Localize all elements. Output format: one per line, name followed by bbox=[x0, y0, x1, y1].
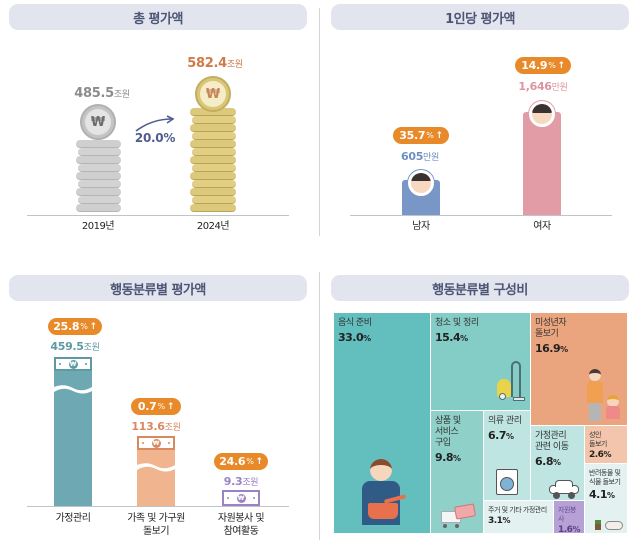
panel-title: 1인당 평가액 bbox=[331, 4, 629, 30]
axis-label-volunteer: 자원봉사 및 참여활동 bbox=[217, 513, 265, 537]
washing-machine-icon bbox=[496, 469, 518, 495]
treemap-cell-adult-care: 성인 돌보기 2.6% bbox=[585, 426, 628, 464]
treemap-cell-childcare: 미성년자 돌보기 16.9% bbox=[531, 313, 628, 426]
won-coin-icon: ₩ bbox=[80, 104, 116, 140]
axis-label-family-care: 가족 및 가구원 돌보기 bbox=[127, 513, 185, 537]
panel-divider bbox=[319, 272, 320, 540]
treemap-cell-volunteer: 자원봉사 1.6% bbox=[554, 501, 585, 534]
money-bill-icon: ₩ bbox=[54, 357, 92, 371]
growth-rate: 20.0% bbox=[134, 131, 176, 145]
treemap-cell-clothing: 의류 관리 6.7% bbox=[484, 411, 531, 501]
value-label-female: 1,646만원 bbox=[518, 80, 568, 93]
value-label-2019: 485.5조원 bbox=[74, 86, 130, 101]
axis-label-2024: 2024년 bbox=[196, 221, 230, 232]
cooking-person-icon bbox=[354, 459, 410, 529]
change-badge-female: 14.9% ↑ bbox=[515, 57, 571, 74]
treemap-cell-pet-plant-care: 반려동물 및 식물 돌보기 4.1% bbox=[585, 464, 628, 534]
treemap-cell-household-travel: 가정관리 관련 이동 6.8% bbox=[531, 426, 585, 501]
money-bill-icon: ₩ bbox=[222, 490, 260, 506]
axis-label-2019: 2019년 bbox=[81, 221, 115, 232]
break-wave bbox=[137, 463, 175, 472]
treemap-cell-cleaning: 청소 및 정리 15.4% bbox=[431, 313, 531, 411]
won-coin-icon: ₩ bbox=[195, 76, 231, 112]
treemap-cell-shopping: 상품 및 서비스 구입 9.8% bbox=[431, 411, 484, 534]
baseline bbox=[27, 215, 289, 216]
axis-label-male: 남자 bbox=[412, 221, 430, 232]
parent-child-icon bbox=[585, 369, 625, 425]
baseline bbox=[27, 506, 289, 507]
value-label-family-care: 113.6조원 bbox=[131, 420, 181, 433]
panel-title: 행동분류별 구성비 bbox=[331, 275, 629, 301]
panel-title: 총 평가액 bbox=[9, 4, 307, 30]
baseline bbox=[350, 215, 612, 216]
treemap-cell-food-prep: 음식 준비 33.0% bbox=[334, 313, 431, 534]
car-icon bbox=[549, 480, 579, 499]
vacuum-cleaner-icon bbox=[497, 361, 525, 405]
value-label-2024: 582.4조원 bbox=[187, 56, 243, 71]
bar-household bbox=[54, 357, 92, 506]
change-badge-volunteer: 24.6% ↑ bbox=[214, 453, 268, 470]
panel-title: 행동분류별 평가액 bbox=[9, 275, 307, 301]
value-label-volunteer: 9.3조원 bbox=[223, 475, 259, 488]
break-wave bbox=[54, 385, 92, 394]
axis-label-household: 가정관리 bbox=[55, 513, 91, 524]
change-badge-male: 35.7% ↑ bbox=[393, 127, 449, 144]
value-label-household: 459.5조원 bbox=[50, 340, 100, 353]
axis-label-female: 여자 bbox=[533, 221, 551, 232]
male-avatar-icon bbox=[407, 169, 435, 197]
shopping-cart-icon bbox=[439, 503, 479, 529]
panel-divider bbox=[319, 8, 320, 236]
value-label-male: 605만원 bbox=[400, 150, 440, 163]
bar-female bbox=[523, 112, 561, 215]
treemap-cell-housing-other: 주거 및 기타 가정관리 3.1% bbox=[484, 501, 554, 534]
money-bill-icon: ₩ bbox=[137, 436, 175, 450]
change-badge-family-care: 0.7% ↑ bbox=[131, 398, 181, 415]
growth-arrow-icon bbox=[135, 115, 175, 132]
change-badge-household: 25.8% ↑ bbox=[48, 318, 102, 335]
pet-plant-icon bbox=[595, 518, 625, 530]
female-avatar-icon bbox=[528, 100, 556, 128]
